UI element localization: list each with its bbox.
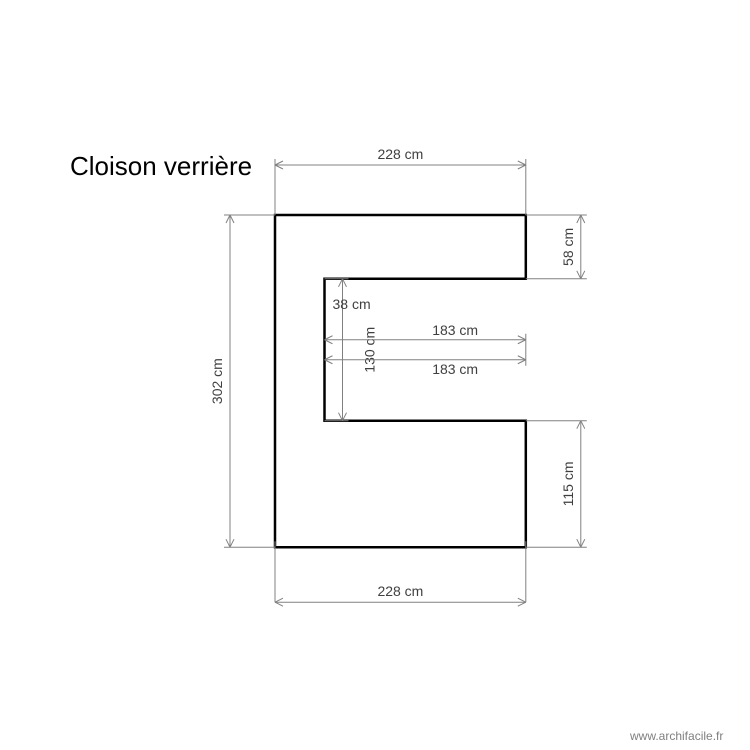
dim-notch-width-lower-label: 183 cm: [432, 361, 478, 377]
dim-notch-height-label: 130 cm: [362, 327, 378, 373]
dim-right-top-label: 58 cm: [560, 228, 576, 266]
dim-inner-small-label: 38 cm: [333, 296, 371, 312]
dim-top: 228 cm: [275, 146, 526, 215]
credit-text: www.archifacile.fr: [629, 729, 723, 743]
dim-left: 302 cm: [209, 215, 275, 547]
dim-left-label: 302 cm: [209, 358, 225, 404]
dim-notch-width-upper: 183 cm: [325, 322, 526, 344]
dim-notch-width-lower: 183 cm: [325, 356, 526, 377]
dim-right-bottom: 115 cm: [526, 421, 587, 548]
partition-shape: [275, 215, 526, 547]
dim-notch-width-upper-label: 183 cm: [432, 322, 478, 338]
dim-right-bottom-label: 115 cm: [560, 462, 576, 507]
diagram-title: Cloison verrière: [70, 151, 252, 181]
dim-right-top: 58 cm: [526, 215, 587, 279]
dim-bottom-label: 228 cm: [377, 583, 423, 599]
dim-top-label: 228 cm: [377, 146, 423, 162]
dim-bottom: 228 cm: [275, 541, 526, 606]
